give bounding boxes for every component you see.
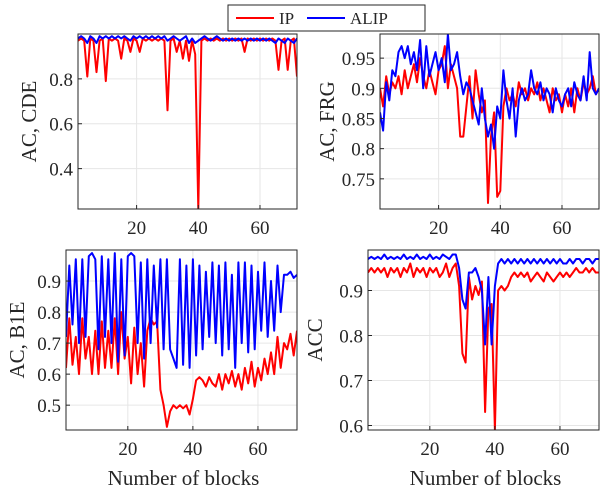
series-line-ip xyxy=(380,45,599,204)
x-tick-label: 60 xyxy=(250,218,269,239)
y-tick-label: 0.7 xyxy=(37,334,61,355)
series-line-ip xyxy=(368,262,599,430)
series-line-ip xyxy=(66,311,297,428)
plot-frame xyxy=(379,33,600,210)
y-tick-label: 0.5 xyxy=(37,396,61,417)
x-tick-label: 60 xyxy=(248,439,267,460)
x-tick-label: 40 xyxy=(485,439,504,460)
subplot-3: 20 40 60 0.6 0.7 0.8 0.9 ACC Number of blocks xyxy=(303,249,600,490)
legend: IP ALIP xyxy=(227,4,426,32)
y-tick-label: 0.75 xyxy=(342,170,375,191)
y-tick-label: 0.9 xyxy=(351,79,375,100)
y-tick-label: 0.8 xyxy=(339,327,363,348)
y-tick-label: 0.4 xyxy=(49,160,73,181)
subplot-2: 20 40 60 0.5 0.6 0.7 0.8 0.9 AC, B1E Number of bl… xyxy=(5,249,298,490)
y-axis-label: AC, FRG xyxy=(315,81,339,162)
x-axis-label: Number of blocks xyxy=(108,466,260,490)
plot-frame xyxy=(65,249,298,431)
plot-frame xyxy=(367,249,600,431)
subplot-0: 20 40 60 0.4 0.6 0.8 AC, CDE xyxy=(17,33,298,239)
y-tick-label: 0.8 xyxy=(351,140,375,161)
series-line-alip xyxy=(78,35,297,44)
y-tick-label: 0.7 xyxy=(339,372,363,393)
x-axis-label: Number of blocks xyxy=(410,466,562,490)
x-tick-label: 20 xyxy=(420,439,439,460)
x-tick-label: 40 xyxy=(183,439,202,460)
series-line-alip xyxy=(380,34,599,150)
subplots: 20 40 60 0.4 0.6 0.8 AC, CDE 20 40 60 0.75 0.8 0.85 0… xyxy=(5,33,600,490)
x-tick-label: 60 xyxy=(550,439,569,460)
x-tick-label: 20 xyxy=(118,439,137,460)
y-tick-label: 0.6 xyxy=(49,115,73,136)
x-tick-label: 20 xyxy=(127,218,146,239)
y-tick-label: 0.6 xyxy=(339,417,363,438)
x-tick-label: 60 xyxy=(552,218,571,239)
y-axis-label: AC, B1E xyxy=(5,301,29,378)
legend-label-ip: IP xyxy=(279,9,294,28)
series-line-alip xyxy=(66,252,297,369)
y-tick-label: 0.9 xyxy=(37,272,61,293)
x-tick-label: 20 xyxy=(429,218,448,239)
y-tick-label: 0.8 xyxy=(49,70,73,91)
y-tick-label: 0.6 xyxy=(37,365,61,386)
y-axis-label: ACC xyxy=(303,318,327,361)
legend-label-alip: ALIP xyxy=(350,9,388,28)
series-line-alip xyxy=(368,253,599,346)
y-tick-label: 0.9 xyxy=(339,282,363,303)
x-tick-label: 40 xyxy=(491,218,510,239)
plot-frame xyxy=(77,33,298,210)
y-tick-label: 0.8 xyxy=(37,303,61,324)
y-tick-label: 0.85 xyxy=(342,109,375,130)
y-tick-label: 0.95 xyxy=(342,49,375,70)
y-axis-label: AC, CDE xyxy=(17,81,41,163)
x-tick-label: 40 xyxy=(189,218,208,239)
